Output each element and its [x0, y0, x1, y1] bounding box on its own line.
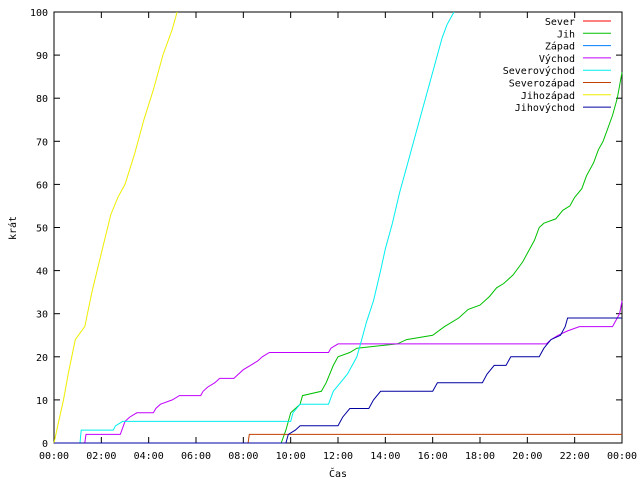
- y-tick-label: 50: [36, 224, 48, 235]
- x-tick-label: 16:00: [418, 451, 448, 462]
- series-line-3: [54, 300, 623, 444]
- x-tick-label: 04:00: [134, 451, 164, 462]
- legend-label: Jih: [557, 29, 575, 40]
- x-tick-label: 00:00: [39, 451, 69, 462]
- x-tick-label: 18:00: [465, 451, 495, 462]
- legend-label: Sever: [545, 17, 575, 28]
- legend-label: Severozápad: [509, 78, 575, 90]
- x-tick-label: 14:00: [370, 451, 400, 462]
- y-tick-label: 0: [42, 439, 48, 450]
- axis-ticks: 0 10 20 30 40 50 60 70 80 90 100 00:00 02:00 04:00 06:…: [30, 8, 637, 462]
- legend-label: Východ: [539, 53, 575, 65]
- y-tick-label: 80: [36, 94, 48, 105]
- y-tick-label: 60: [36, 180, 48, 191]
- series-line-7: [54, 317, 622, 444]
- x-tick-label: 06:00: [181, 451, 211, 462]
- y-tick-label: 10: [36, 396, 48, 407]
- legend-label: Severovýchod: [503, 65, 575, 77]
- y-tick-label: 100: [30, 8, 48, 19]
- y-tick-label: 20: [36, 353, 48, 364]
- series-lines: [53, 11, 623, 444]
- x-axis-label: Čas: [329, 467, 347, 480]
- x-tick-label: 00:00: [607, 451, 637, 462]
- x-tick-label: 12:00: [323, 451, 353, 462]
- legend-label: Jihovýchod: [515, 102, 575, 114]
- legend-label: Jihozápad: [521, 90, 575, 102]
- series-line-4: [54, 11, 455, 444]
- y-tick-label: 40: [36, 267, 48, 278]
- y-tick-label: 70: [36, 137, 48, 148]
- x-tick-label: 20:00: [512, 451, 542, 462]
- legend-label: Západ: [545, 41, 575, 53]
- y-axis-label: krát: [7, 216, 19, 240]
- x-tick-label: 10:00: [276, 451, 306, 462]
- series-line-6: [53, 11, 178, 444]
- legend: SeverJihZápadVýchodSeverovýchodSeverozáp…: [503, 17, 611, 114]
- x-tick-label: 22:00: [560, 451, 590, 462]
- x-tick-label: 08:00: [228, 451, 258, 462]
- series-line-1: [54, 72, 623, 444]
- y-tick-label: 30: [36, 310, 48, 321]
- x-tick-label: 02:00: [86, 451, 116, 462]
- y-tick-label: 90: [36, 51, 48, 62]
